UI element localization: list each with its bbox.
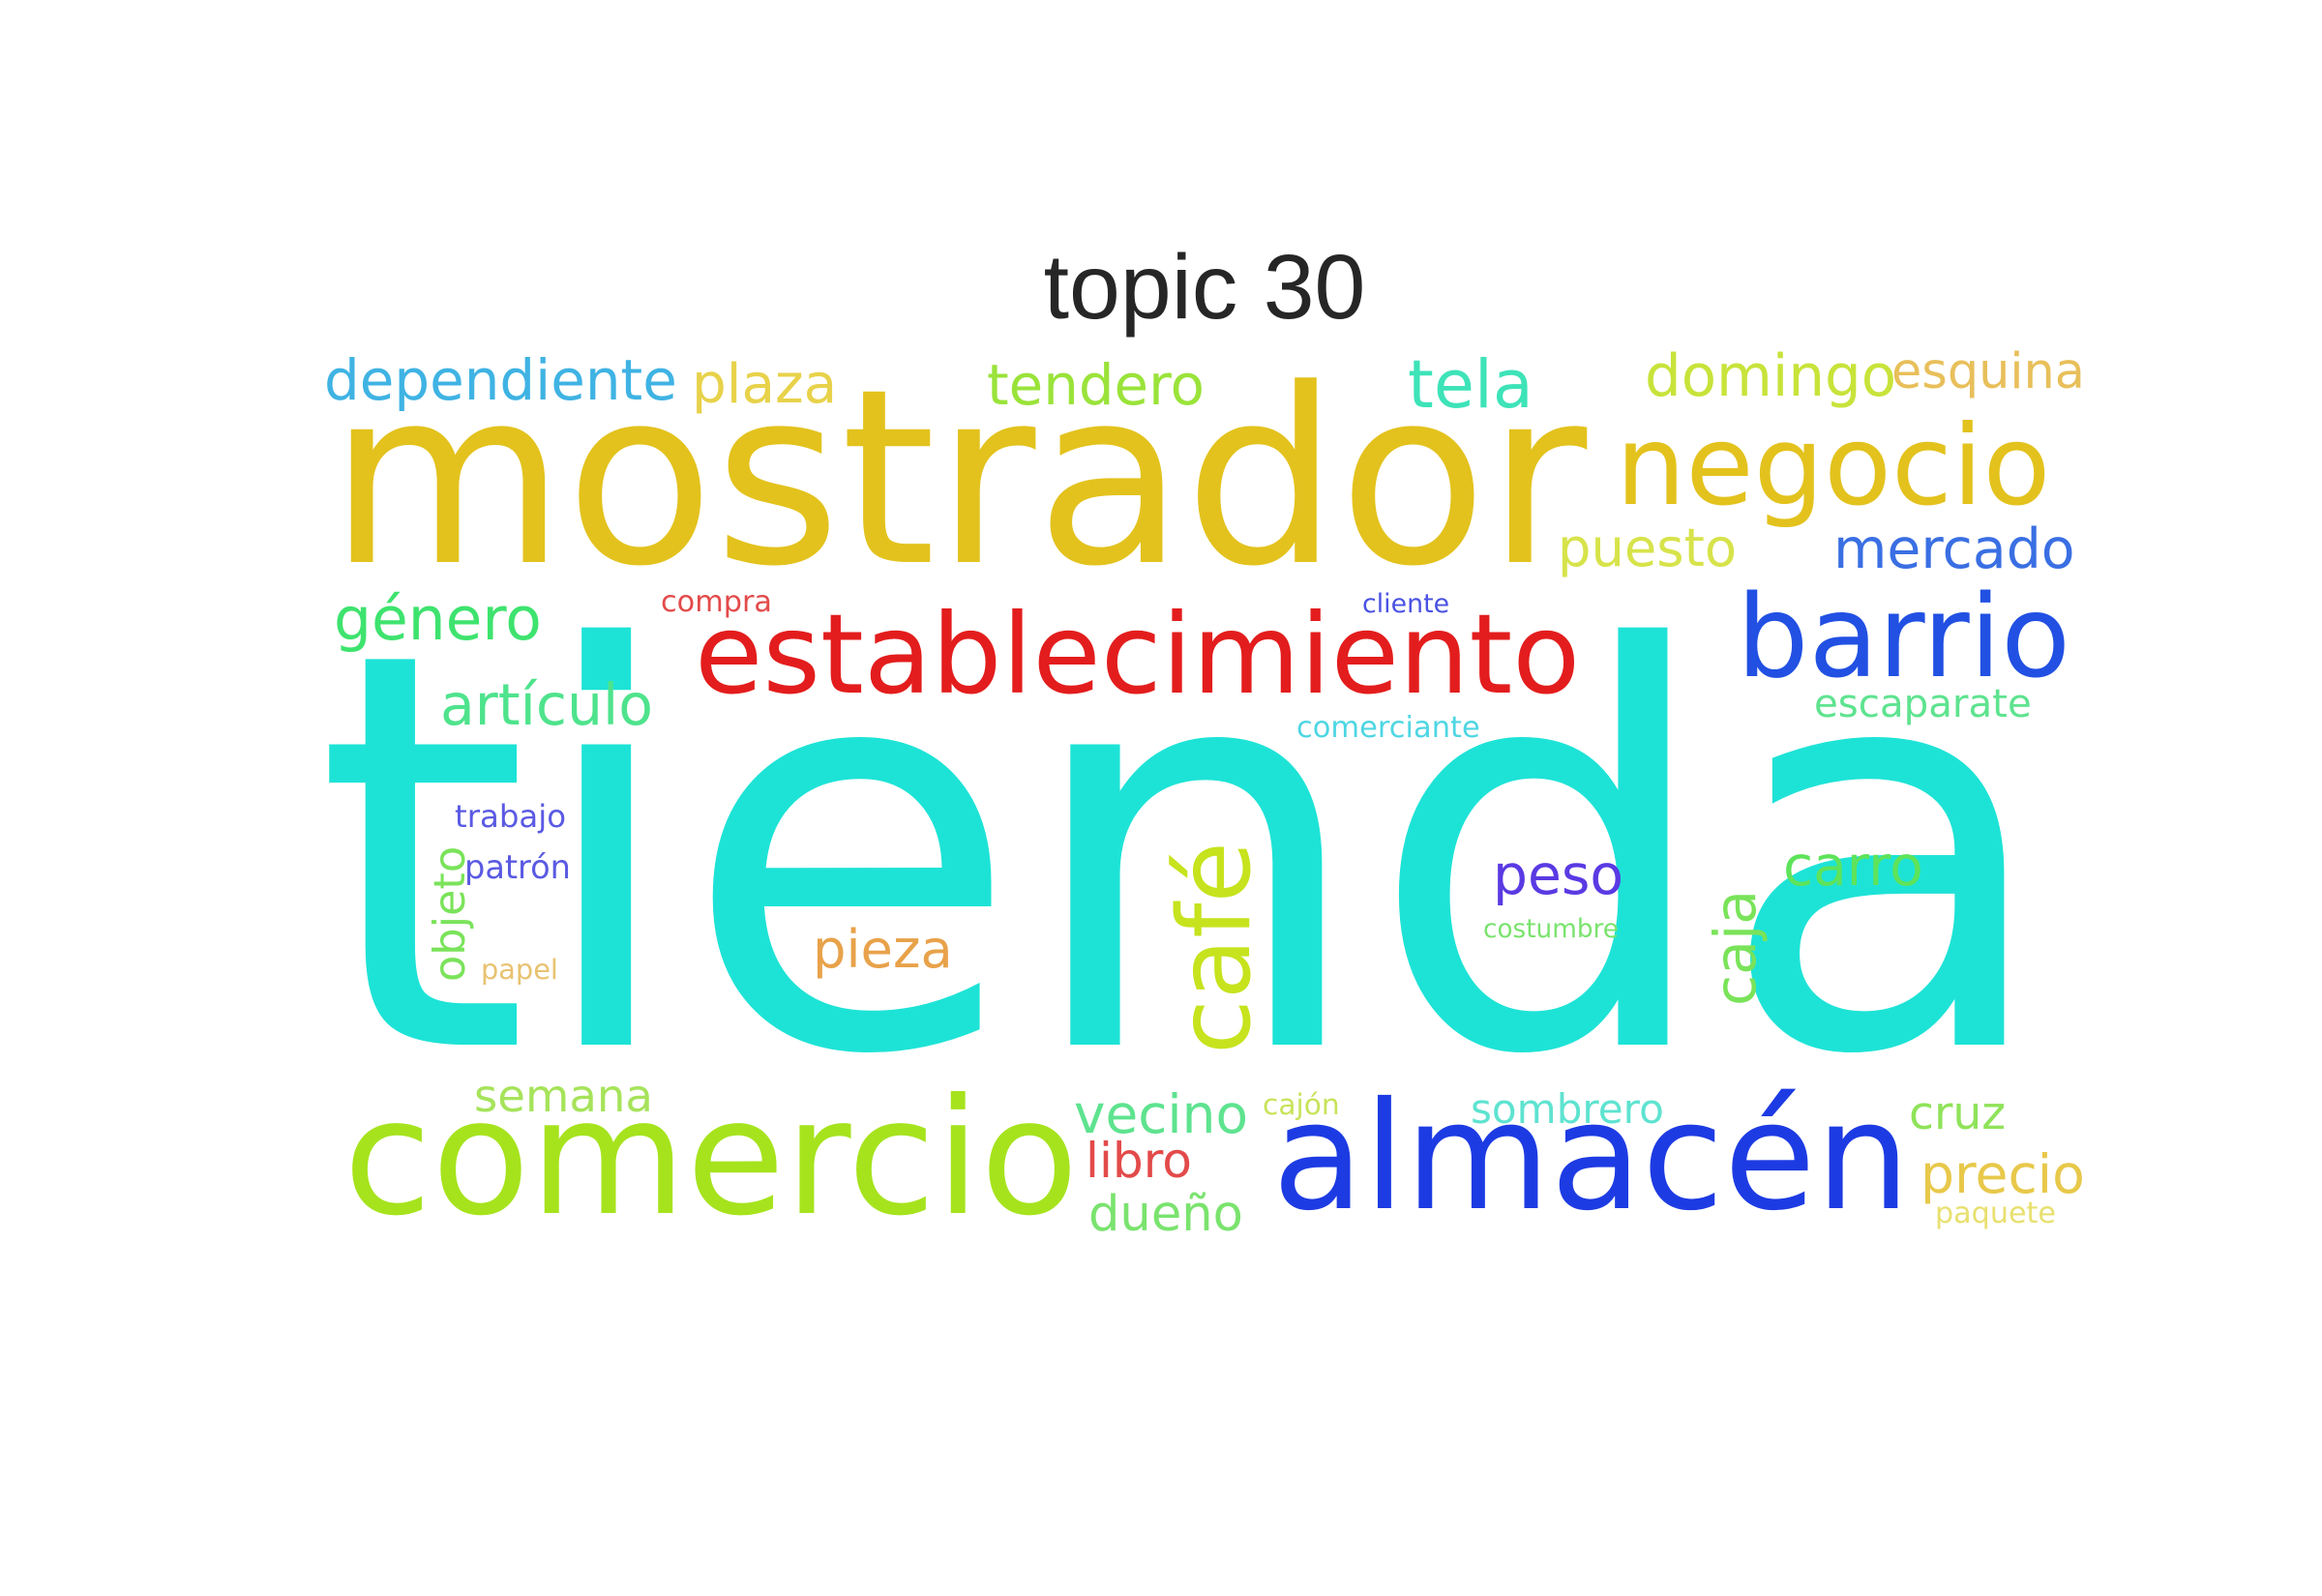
word-mercado: mercado (1833, 517, 2075, 581)
word-domingo: domingo (1645, 343, 1897, 410)
word-negocio: negocio (1616, 401, 2051, 530)
word-cafe: café (1157, 841, 1273, 1054)
word-semana: semana (474, 1070, 653, 1122)
word-caja: caja (1703, 889, 1769, 1006)
word-dueno: dueño (1088, 1186, 1243, 1243)
word-plaza: plaza (692, 353, 838, 416)
word-costumbre: costumbre (1483, 915, 1619, 944)
word-puesto: puesto (1558, 517, 1738, 578)
page-title: topic 30 (1043, 236, 1366, 339)
word-comercio: comercio (343, 1065, 1079, 1252)
word-objeto: objeto (425, 845, 475, 982)
word-vecino: vecino (1074, 1083, 1249, 1145)
word-trabajo: trabajo (455, 798, 567, 835)
word-tela: tela (1408, 347, 1533, 424)
word-esquina: esquina (1891, 343, 2085, 400)
word-escaparate: escaparate (1814, 681, 2032, 726)
word-cruz: cruz (1909, 1087, 2007, 1140)
word-comerciante: comerciante (1296, 711, 1480, 745)
word-patron: patrón (464, 848, 571, 886)
word-carro: carro (1783, 835, 1923, 899)
word-almacen: almacén (1272, 1071, 1911, 1244)
word-dependiente: dependiente (324, 347, 677, 413)
word-compra: compra (661, 585, 772, 619)
word-peso: peso (1493, 843, 1624, 907)
word-sombrero: sombrero (1471, 1085, 1664, 1133)
word-genero: género (334, 585, 542, 654)
word-tienda: tienda (314, 535, 2054, 1174)
word-precio: precio (1920, 1144, 2085, 1206)
word-libro: libro (1086, 1132, 1192, 1189)
word-paquete: paquete (1935, 1197, 2056, 1230)
word-cajon: cajón (1263, 1088, 1340, 1122)
word-cliente: cliente (1362, 589, 1450, 619)
word-tendero: tendero (987, 352, 1205, 418)
word-mostrador: mostrador (329, 338, 1588, 620)
word-papel: papel (481, 953, 558, 986)
word-barrio: barrio (1737, 571, 2071, 703)
word-articulo: artículo (440, 672, 653, 738)
word-establecimiento: establecimiento (695, 590, 1581, 719)
word-pieza: pieza (813, 919, 953, 980)
